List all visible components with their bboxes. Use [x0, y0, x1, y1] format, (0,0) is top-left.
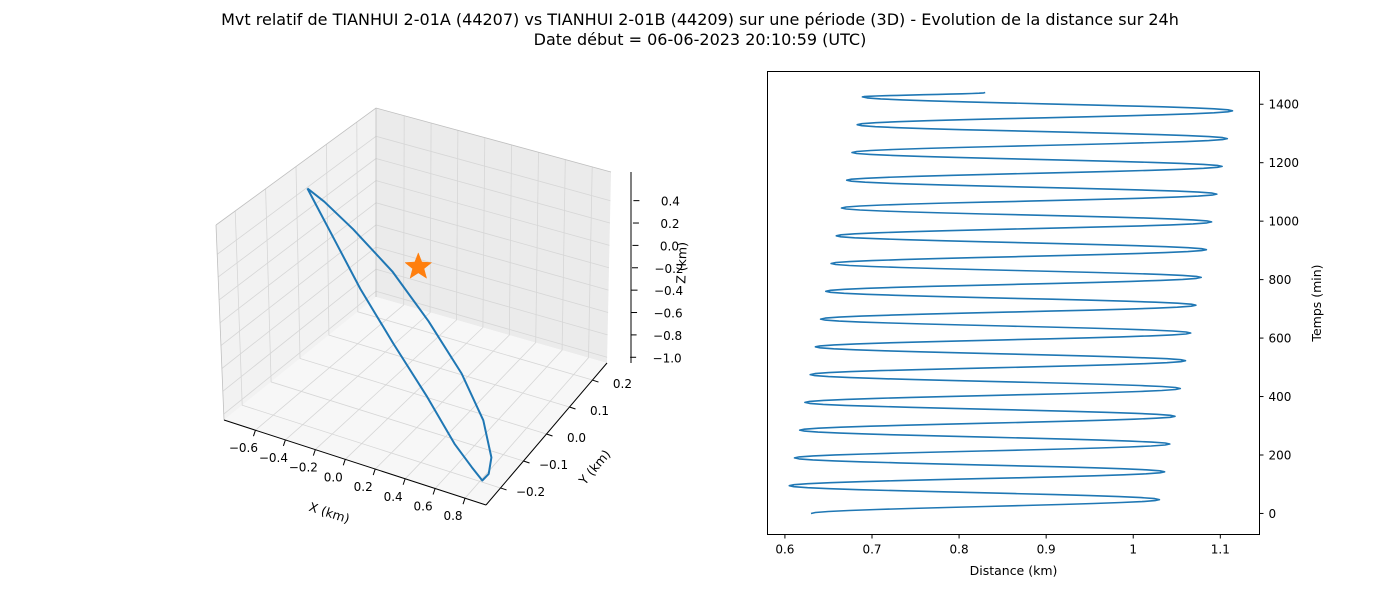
x-tick-label: 1.1: [1211, 543, 1230, 557]
y-tick-label: 400: [1269, 390, 1292, 404]
grid-line-x: [315, 130, 459, 450]
y3d-tick-mark: [592, 379, 599, 383]
y-tick-label: 1200: [1269, 156, 1300, 170]
y3d-tick-mark: [546, 433, 553, 437]
grid-line-y: [295, 166, 547, 435]
x-tick-label: 1: [1129, 543, 1137, 557]
grid-line-y: [326, 144, 570, 408]
grid-line-x: [434, 159, 566, 489]
grid-line-x: [255, 115, 405, 431]
x-tick-label: 0.6: [775, 543, 794, 557]
grid-line-y: [234, 210, 501, 489]
z3d-tick-label: −1.0: [653, 351, 682, 365]
y3d-tick-label: 0.2: [613, 377, 632, 391]
z3d-tick-label: 0.0: [660, 239, 679, 253]
origin-star-marker: [404, 252, 433, 279]
y-axis-label: Temps (min): [1309, 264, 1324, 342]
z3d-tick-label: −0.2: [654, 262, 683, 276]
z3d-tick-label: 0.2: [660, 217, 679, 231]
figure-title-line-2: Date début = 06-06-2023 20:10:59 (UTC): [533, 30, 867, 49]
trajectory-3d-line: [306, 187, 493, 482]
z3d-tick-label: −0.6: [653, 307, 682, 321]
x3d-tick-mark: [372, 468, 376, 476]
x3d-tick-label: 0.8: [443, 509, 462, 523]
plot-2d-frame: [767, 71, 1260, 535]
figure-title: Mvt relatif de TIANHUI 2-01A (44207) vs …: [0, 10, 1400, 50]
distance-series-line: [788, 91, 1234, 515]
y-tick-label: 200: [1269, 448, 1292, 462]
y3d-tick-label: 0.1: [590, 404, 609, 418]
plot-distance-vs-time: 0.6 0.7 0.8 0.9 1 1.1 0 200 400 600 800 1000 1200 140…: [767, 71, 1324, 578]
x3d-tick-label: 0.6: [414, 499, 433, 513]
x3d-tick-mark: [462, 498, 466, 505]
z3d-tick-label: −0.4: [654, 284, 683, 298]
y3d-tick-label: 0.0: [567, 431, 586, 445]
y3d-tick-mark: [523, 460, 530, 464]
x3d-axis-label: X (km): [307, 499, 351, 526]
grid-line-x: [374, 144, 512, 470]
x3d-tick-label: −0.6: [229, 441, 258, 455]
plot-3d-trajectory: −0.6−0.4−0.20.00.20.40.60.8X (km)−0.2−0.…: [215, 107, 690, 526]
x3d-tick-label: −0.2: [289, 461, 318, 475]
grid-line-x: [345, 137, 486, 460]
y-tick-label: 1400: [1269, 98, 1300, 112]
y3d-tick-label: −0.1: [539, 458, 568, 472]
x3d-tick-mark: [252, 430, 256, 437]
y-tick-label: 1000: [1269, 215, 1300, 229]
grid-line-x: [464, 166, 593, 499]
x-tick-label: 0.7: [862, 543, 881, 557]
z3d-tick-label: −0.8: [653, 329, 682, 343]
x3d-tick-label: −0.4: [259, 451, 288, 465]
x-tick-label: 0.9: [1037, 543, 1056, 557]
x3d-tick-label: 0.2: [354, 480, 373, 494]
y3d-tick-mark: [500, 487, 507, 491]
x3d-tick-mark: [312, 449, 316, 456]
grid-line-y: [356, 121, 593, 381]
z3d-axis-label: Z (km): [673, 242, 689, 284]
y-tick-label: 600: [1269, 332, 1292, 346]
grid-line-x: [285, 122, 432, 441]
pane-left-edge: [215, 224, 225, 421]
x-axis-label: Distance (km): [970, 563, 1058, 578]
x3d-tick-mark: [342, 459, 346, 466]
x3d-tick-mark: [432, 488, 436, 495]
y-tick-label: 800: [1269, 273, 1292, 287]
x3d-tick-mark: [282, 439, 286, 447]
figure-title-line-1: Mvt relatif de TIANHUI 2-01A (44207) vs …: [221, 10, 1179, 29]
x3d-tick-label: 0.4: [384, 490, 403, 504]
x-tick-label: 0.8: [950, 543, 969, 557]
x-axis-line: [223, 419, 487, 506]
x3d-tick-mark: [402, 478, 406, 485]
y-tick-label: 0: [1269, 507, 1277, 521]
y3d-tick-label: −0.2: [516, 485, 545, 499]
grid-line-y: [265, 188, 524, 462]
x3d-tick-label: 0.0: [324, 470, 343, 484]
y3d-axis-label: Y (km): [575, 447, 613, 489]
y3d-tick-mark: [569, 406, 576, 410]
z3d-tick-label: 0.4: [661, 195, 680, 209]
pane-floor: [224, 297, 607, 505]
